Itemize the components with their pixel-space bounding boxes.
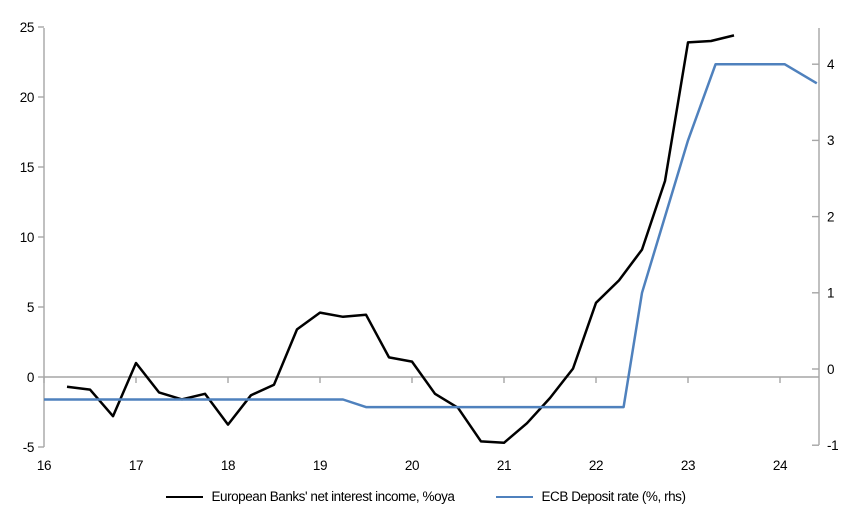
x-axis-tick-label: 22	[589, 458, 603, 473]
legend-label-nii: European Banks' net interest income, %oy…	[211, 489, 455, 504]
deposit-rate-line	[44, 62, 818, 409]
x-axis-tick-label: 23	[681, 458, 695, 473]
nii-line-sample-icon	[166, 495, 204, 498]
x-axis-tick-label: 18	[221, 458, 235, 473]
right-axis-tick-label: -1	[827, 438, 838, 453]
nii-line	[66, 34, 735, 445]
left-axis-tick-label: 5	[27, 300, 34, 315]
right-axis-tick-label: 1	[827, 286, 834, 301]
left-axis-tick-label: 25	[20, 20, 34, 35]
legend-item-nii: European Banks' net interest income, %oy…	[166, 489, 455, 504]
x-axis-tick-label: 21	[497, 458, 511, 473]
right-axis-tick-label: 2	[827, 209, 834, 224]
left-axis-tick-label: 0	[27, 370, 34, 385]
right-axis-tick-label: 3	[827, 133, 834, 148]
x-axis-tick-label: 20	[405, 458, 419, 473]
x-axis-tick-label: 16	[37, 458, 51, 473]
right-axis-tick-label: 4	[827, 57, 835, 72]
left-axis-tick-label: 10	[20, 230, 34, 245]
left-axis-tick-label: 15	[20, 160, 34, 175]
left-axis-tick-label: 20	[20, 90, 34, 105]
x-axis-tick-label: 17	[129, 458, 143, 473]
left-axis-tick-label: -5	[23, 440, 34, 455]
x-axis-tick-label: 24	[773, 458, 788, 473]
deposit-line-sample-icon	[496, 495, 534, 498]
legend-label-deposit: ECB Deposit rate (%, rhs)	[541, 489, 686, 504]
chart-legend: European Banks' net interest income, %oy…	[0, 489, 852, 504]
x-axis-tick-label: 19	[313, 458, 327, 473]
legend-item-deposit: ECB Deposit rate (%, rhs)	[496, 489, 686, 504]
right-axis-tick-label: 0	[827, 362, 834, 377]
